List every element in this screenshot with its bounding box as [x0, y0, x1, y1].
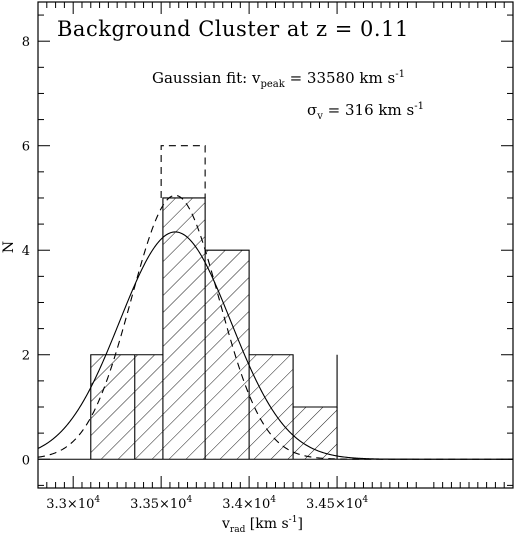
gaussian-fit-dashed — [38, 194, 513, 460]
histogram — [38, 145, 513, 460]
x-tick-label: 3.3×104 — [46, 495, 100, 512]
axes: 0 2 4 6 8 3.3×104 3.35×104 3.4×104 3.45×104 — [22, 1, 514, 512]
x-axis-label: vrad [km s-1] — [221, 515, 303, 535]
y-axis-label: N — [1, 241, 17, 253]
histogram-bar — [162, 197, 206, 460]
x-tick-label: 3.35×104 — [130, 495, 192, 512]
y-tick-label: 2 — [22, 349, 30, 364]
x-tick-label: 3.45×104 — [306, 495, 368, 512]
y-tick-label: 4 — [22, 244, 30, 259]
y-tick-label: 8 — [22, 35, 30, 50]
annotation-fit-sigma: σv = 316 km s-1 — [307, 101, 424, 122]
histogram-bar — [293, 407, 338, 460]
gaussian-curves — [38, 194, 513, 460]
y-tick-label: 6 — [22, 140, 30, 155]
x-tick-label: 3.4×104 — [222, 495, 276, 512]
chart-title: Background Cluster at z = 0.11 — [57, 17, 409, 41]
annotation-fit-peak: Gaussian fit: vpeak = 33580 km s-1 — [152, 69, 405, 90]
gaussian-fit-solid — [38, 231, 513, 460]
histogram-bar — [205, 250, 250, 460]
histogram-dashed-step — [160, 145, 206, 198]
histogram-bar — [134, 354, 163, 460]
y-tick-label: 0 — [22, 453, 30, 468]
histogram-bar — [90, 354, 135, 460]
